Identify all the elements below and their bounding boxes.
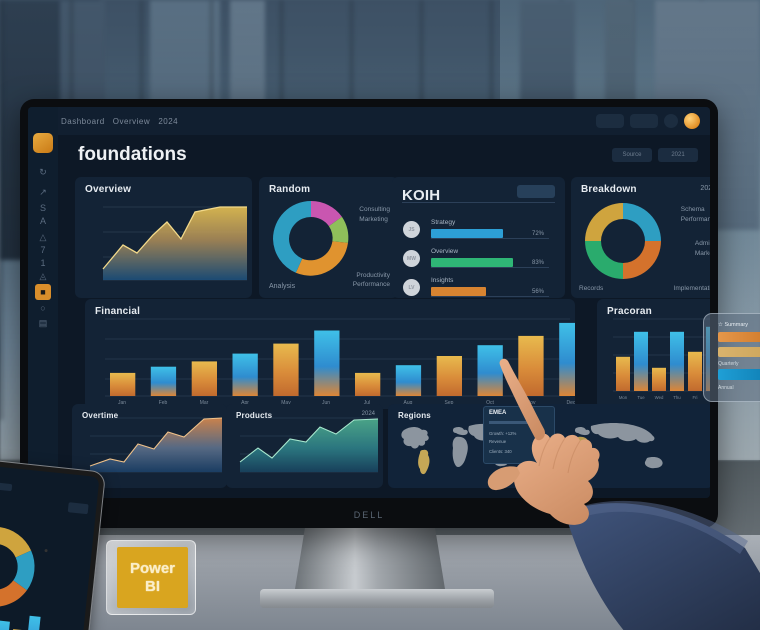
svg-text:Tue: Tue	[637, 395, 645, 400]
svg-text:Fri: Fri	[692, 395, 697, 400]
svg-text:Thu: Thu	[673, 395, 681, 400]
svg-text:Wed: Wed	[655, 395, 664, 400]
svg-text:Mon: Mon	[619, 395, 628, 400]
